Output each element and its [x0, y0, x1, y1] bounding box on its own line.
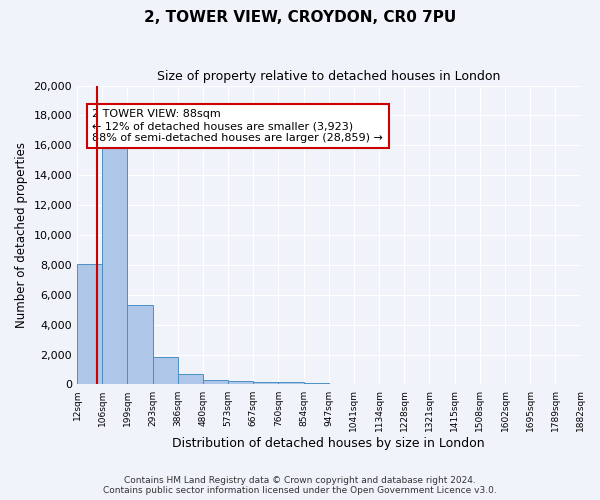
Text: 2 TOWER VIEW: 88sqm
← 12% of detached houses are smaller (3,923)
88% of semi-det: 2 TOWER VIEW: 88sqm ← 12% of detached ho…: [92, 110, 383, 142]
Bar: [228, 381, 253, 384]
Bar: [253, 382, 278, 384]
Bar: [304, 383, 329, 384]
Bar: [178, 374, 203, 384]
Text: 2, TOWER VIEW, CROYDON, CR0 7PU: 2, TOWER VIEW, CROYDON, CR0 7PU: [144, 10, 456, 25]
Bar: [203, 380, 228, 384]
Y-axis label: Number of detached properties: Number of detached properties: [15, 142, 28, 328]
Bar: [77, 264, 102, 384]
Bar: [278, 382, 304, 384]
Bar: [102, 138, 127, 384]
X-axis label: Distribution of detached houses by size in London: Distribution of detached houses by size …: [172, 437, 485, 450]
Bar: [127, 305, 152, 384]
Title: Size of property relative to detached houses in London: Size of property relative to detached ho…: [157, 70, 500, 83]
Bar: [152, 357, 178, 384]
Text: Contains HM Land Registry data © Crown copyright and database right 2024.
Contai: Contains HM Land Registry data © Crown c…: [103, 476, 497, 495]
